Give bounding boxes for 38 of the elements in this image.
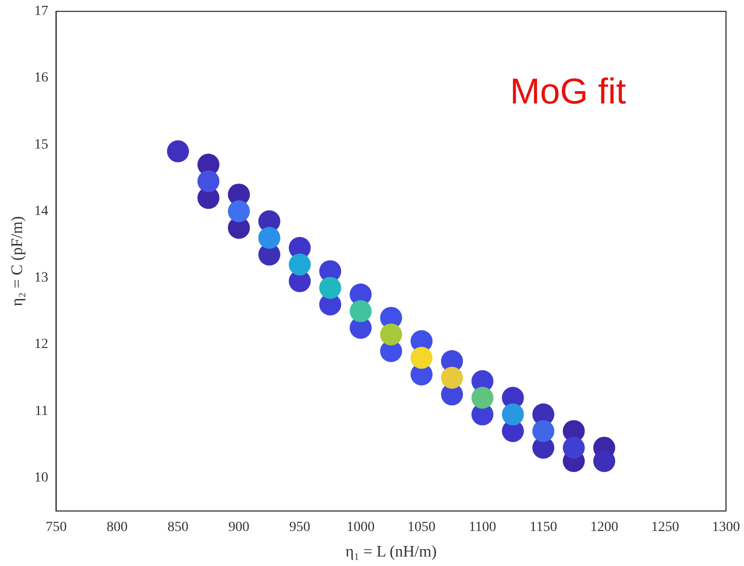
point — [532, 420, 554, 442]
x-tick-label: 1300 — [712, 520, 740, 536]
x-tick-label: 1100 — [468, 520, 496, 536]
point — [410, 346, 433, 369]
x-tick-label: 750 — [46, 520, 67, 536]
y-tick-label: 11 — [34, 404, 48, 419]
x-tick-label: 950 — [289, 520, 310, 536]
point — [562, 436, 585, 459]
x-axis-title: η₁ = L (nH/m) — [345, 544, 437, 561]
point — [228, 200, 250, 222]
y-tick-label: 14 — [34, 204, 48, 219]
x-tick-label: 1050 — [408, 520, 436, 536]
point — [380, 323, 402, 346]
x-tick-label: 900 — [228, 520, 250, 536]
point — [593, 450, 616, 472]
x-tick-label: 1150 — [530, 520, 558, 536]
point — [350, 300, 372, 322]
x-tick-label: 800 — [106, 520, 128, 536]
y-tick-label: 13 — [34, 270, 48, 286]
point — [440, 366, 463, 389]
x-tick-label: 1200 — [590, 520, 618, 536]
y-tick-label: 16 — [34, 70, 48, 86]
point — [471, 386, 494, 409]
annotation: MoG fit — [510, 70, 626, 112]
x-tick-label: 1000 — [346, 520, 375, 536]
y-axis-title: η₂ = C (pF/m) — [8, 216, 26, 306]
y-tick-label: 15 — [34, 137, 48, 152]
y-tick-label: 17 — [34, 4, 48, 20]
point — [258, 226, 280, 249]
point — [502, 403, 524, 426]
point — [288, 254, 311, 276]
y-tick-label: 10 — [34, 470, 48, 486]
point — [166, 140, 189, 162]
point — [197, 170, 220, 192]
x-tick-label: 850 — [167, 520, 188, 536]
x-tick-label: 1250 — [651, 520, 680, 536]
point — [319, 276, 342, 299]
y-tick-label: 12 — [34, 337, 48, 352]
